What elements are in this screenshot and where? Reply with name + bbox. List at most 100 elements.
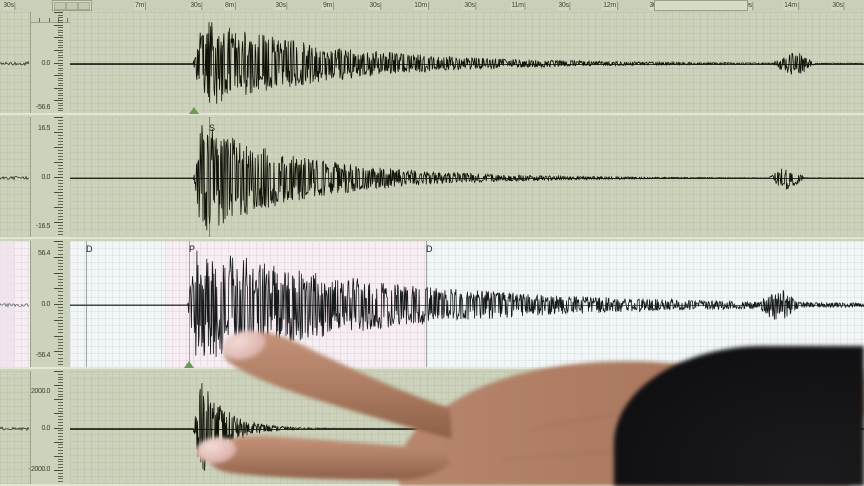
amplitude-tick <box>58 244 63 245</box>
amplitude-tick <box>54 304 63 305</box>
amplitude-tick <box>58 447 63 448</box>
amplitude-tick <box>58 60 63 61</box>
amplitude-tick <box>54 428 63 429</box>
amplitude-tick <box>54 50 63 51</box>
panel-preview-column[interactable] <box>0 12 31 115</box>
amplitude-tick <box>58 266 63 267</box>
phase-marker-p[interactable]: P <box>189 244 196 254</box>
chip-segment[interactable] <box>66 2 78 10</box>
amplitude-label: 0.0 <box>41 301 50 308</box>
amplitude-tick <box>54 385 63 386</box>
amplitude-tick <box>58 213 63 214</box>
amplitude-tick <box>58 450 63 451</box>
amplitude-tick <box>58 405 63 406</box>
amplitude-tick <box>58 348 63 349</box>
amplitude-tick <box>58 461 63 462</box>
amplitude-tick <box>58 481 63 482</box>
amplitude-tick <box>54 88 63 89</box>
panel-separator <box>0 237 864 239</box>
amplitude-tick <box>58 354 63 355</box>
toolbar-chip-left[interactable] <box>52 0 92 11</box>
amplitude-tick <box>58 85 63 86</box>
waveform-panel-channel-2[interactable]: 16.5 0.0 -16.5 S <box>0 117 864 239</box>
ruler-time-label: 30s <box>368 2 382 10</box>
ruler-time-label: 30s <box>189 2 203 10</box>
ruler-time-label: 30s <box>463 2 477 10</box>
phase-marker-s[interactable]: S <box>209 123 216 133</box>
amplitude-tick <box>58 382 63 383</box>
amplitude-tick <box>54 117 63 118</box>
amplitude-tick <box>54 177 63 178</box>
amplitude-label: 56.4 <box>37 250 50 257</box>
amplitude-tick <box>58 459 63 460</box>
amplitude-tick <box>58 364 63 365</box>
amplitude-tick <box>58 231 63 232</box>
amplitude-tick <box>58 394 63 395</box>
amplitude-tick <box>58 444 63 445</box>
preview-trace <box>0 302 30 308</box>
phase-marker-d[interactable]: D <box>426 244 433 254</box>
amplitude-tick <box>58 90 63 91</box>
amplitude-tick <box>54 25 63 26</box>
amplitude-ruler <box>50 12 64 115</box>
amplitude-tick <box>58 391 63 392</box>
amplitude-tick <box>54 442 63 443</box>
amplitude-tick <box>58 52 63 53</box>
amplitude-tick <box>58 219 63 220</box>
seismic-trace <box>70 250 864 357</box>
amplitude-tick <box>58 159 63 160</box>
amplitude-tick <box>58 422 63 423</box>
amplitude-tick <box>58 174 63 175</box>
amplitude-ruler <box>50 371 64 486</box>
amplitude-tick <box>58 453 63 454</box>
amplitude-tick <box>58 260 63 261</box>
onset-marker-triangle[interactable] <box>184 361 194 368</box>
amplitude-tick <box>58 254 63 255</box>
panel-preview-column[interactable] <box>0 241 31 369</box>
amplitude-label: 0.0 <box>41 60 50 67</box>
amplitude-tick <box>54 413 63 414</box>
amplitude-tick <box>58 27 63 28</box>
amplitude-tick <box>58 105 63 106</box>
panel-preview-column[interactable] <box>0 371 31 486</box>
ruler-tick-minor <box>49 18 50 22</box>
amplitude-tick <box>58 476 63 477</box>
phase-marker-line <box>189 241 190 369</box>
trace-area[interactable] <box>70 12 864 115</box>
zero-baseline <box>70 64 864 65</box>
phase-marker-d[interactable]: D <box>86 244 93 254</box>
amplitude-tick <box>58 123 63 124</box>
amplitude-tick <box>54 37 63 38</box>
amplitude-tick <box>54 207 63 208</box>
amplitude-tick <box>58 301 63 302</box>
amplitude-tick <box>58 416 63 417</box>
trace-area[interactable]: S <box>70 117 864 239</box>
panel-divider <box>30 12 31 115</box>
amplitude-tick <box>58 73 63 74</box>
amplitude-tick <box>54 241 63 242</box>
amplitude-tick <box>58 68 63 69</box>
amplitude-ruler <box>50 117 64 239</box>
amplitude-tick <box>58 141 63 142</box>
amplitude-tick <box>58 80 63 81</box>
amplitude-tick <box>58 313 63 314</box>
amplitude-tick <box>58 298 63 299</box>
panel-preview-column[interactable] <box>0 117 31 239</box>
onset-marker-triangle[interactable] <box>189 107 199 114</box>
amplitude-tick <box>58 263 63 264</box>
amplitude-tick <box>54 162 63 163</box>
amplitude-tick <box>58 329 63 330</box>
amplitude-tick <box>58 269 63 270</box>
amplitude-tick <box>58 198 63 199</box>
chip-segment[interactable] <box>54 2 66 10</box>
amplitude-tick <box>58 467 63 468</box>
amplitude-tick <box>54 351 63 352</box>
amplitude-tick <box>58 276 63 277</box>
amplitude-tick <box>58 186 63 187</box>
toolbar-chip-right[interactable] <box>654 0 748 11</box>
amplitude-tick <box>58 70 63 71</box>
amplitude-tick <box>58 103 63 104</box>
amplitude-tick <box>54 371 63 372</box>
waveform-panel-channel-1[interactable]: 0.0 -56.6 <box>0 12 864 115</box>
chip-segment[interactable] <box>78 2 90 10</box>
